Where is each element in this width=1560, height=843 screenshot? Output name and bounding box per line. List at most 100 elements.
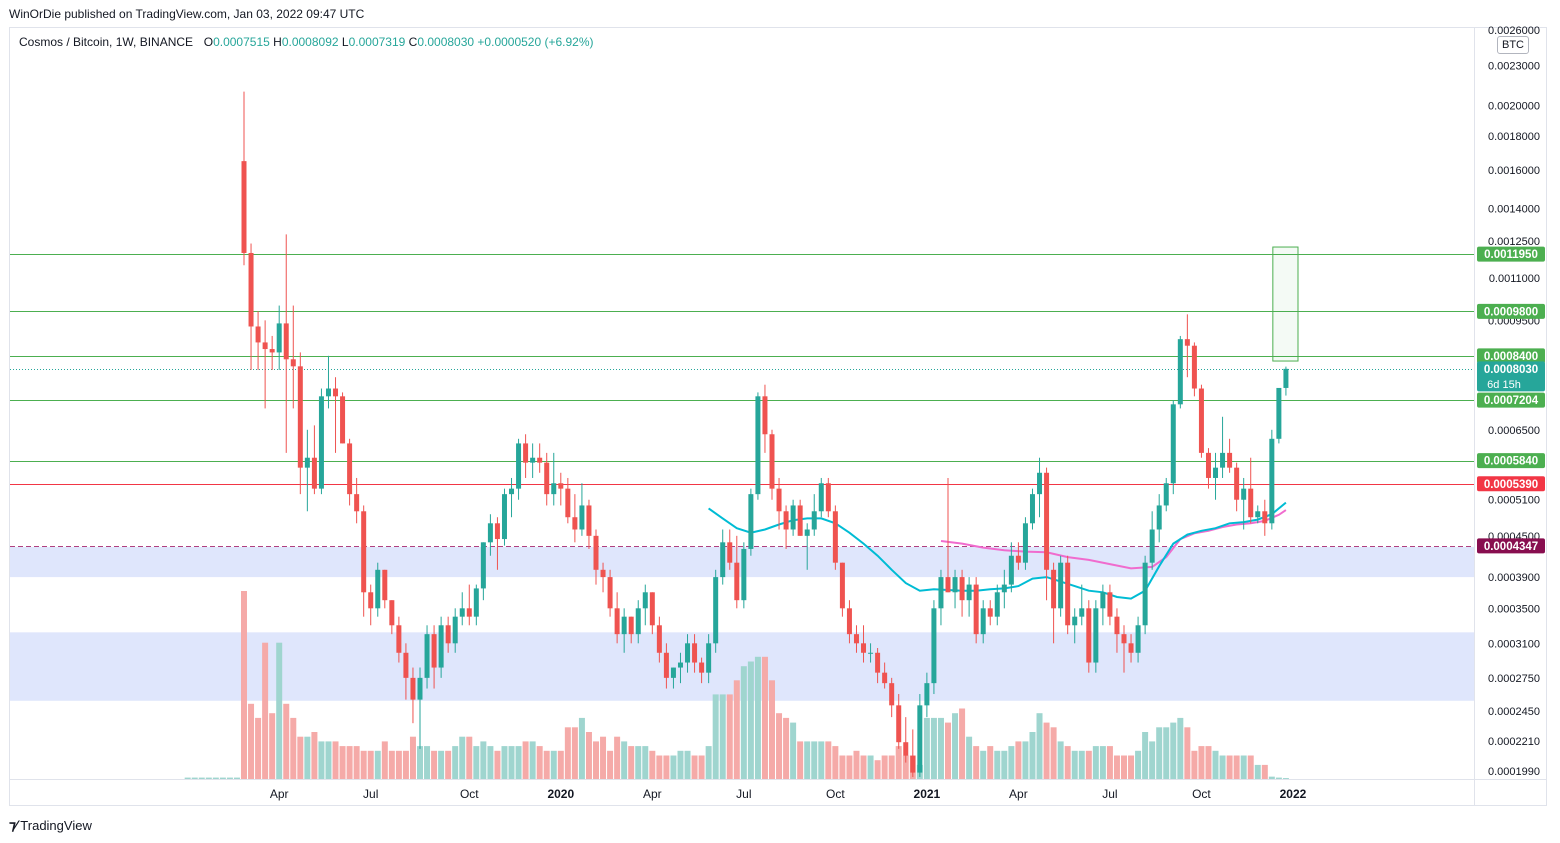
candle bbox=[861, 625, 867, 663]
volume-bar bbox=[339, 746, 346, 779]
time-tick-label: Jul bbox=[1102, 787, 1117, 801]
volume-bar bbox=[740, 666, 747, 779]
candle bbox=[882, 662, 888, 689]
candle bbox=[1255, 505, 1261, 524]
volume-bar bbox=[290, 717, 297, 779]
volume-bar bbox=[438, 750, 445, 779]
candle bbox=[368, 584, 374, 626]
volume-bar bbox=[776, 713, 783, 779]
candle-body bbox=[361, 511, 367, 593]
level-price-label: 0.0004347 bbox=[1484, 541, 1538, 553]
candle-body bbox=[459, 608, 465, 617]
candle bbox=[1100, 584, 1106, 626]
candle-body bbox=[769, 434, 775, 489]
candle-body bbox=[1234, 467, 1240, 500]
candle bbox=[1058, 555, 1064, 617]
candle bbox=[403, 643, 409, 700]
volume-bar bbox=[1282, 778, 1289, 779]
candle-body bbox=[1121, 634, 1127, 644]
volume-bar bbox=[860, 755, 867, 779]
candle bbox=[572, 494, 578, 543]
candle bbox=[973, 577, 979, 644]
candle bbox=[1093, 600, 1099, 673]
candle bbox=[1114, 608, 1120, 653]
candle-body bbox=[276, 323, 282, 353]
volume-bar bbox=[726, 694, 733, 779]
candle-body bbox=[818, 483, 824, 512]
volume-bar bbox=[1113, 755, 1120, 779]
candle bbox=[558, 472, 564, 506]
candle-body bbox=[1065, 562, 1071, 626]
candle bbox=[537, 443, 543, 473]
volume-bar bbox=[642, 746, 649, 779]
currency-unit-button[interactable]: BTC bbox=[1497, 36, 1529, 54]
volume-bar bbox=[212, 777, 219, 779]
volume-bar bbox=[431, 750, 438, 779]
candle bbox=[382, 569, 388, 609]
candle bbox=[818, 477, 824, 518]
candle bbox=[466, 584, 472, 626]
volume-bar bbox=[656, 755, 663, 779]
volume-bar bbox=[867, 755, 874, 779]
candle bbox=[656, 616, 662, 663]
candle bbox=[1283, 366, 1289, 396]
candle bbox=[509, 477, 515, 518]
candle bbox=[1241, 477, 1247, 530]
candle bbox=[1248, 457, 1254, 524]
volume-bar bbox=[994, 750, 1001, 779]
footer-brand[interactable]: ⁊⁄ TradingView bbox=[9, 817, 92, 834]
candle bbox=[642, 584, 648, 626]
candle bbox=[1128, 634, 1134, 663]
candle bbox=[1177, 335, 1183, 409]
candle-body bbox=[1198, 388, 1204, 453]
candle-body bbox=[839, 562, 845, 609]
volume-bar bbox=[783, 717, 790, 779]
candle bbox=[607, 569, 613, 617]
volume-bar bbox=[557, 750, 564, 779]
candle bbox=[699, 657, 705, 684]
candle bbox=[952, 569, 958, 609]
volume-bar bbox=[1261, 764, 1268, 779]
candle bbox=[811, 494, 817, 536]
price-tick-label: 0.0016000 bbox=[1488, 165, 1540, 177]
candle-body bbox=[1015, 555, 1021, 563]
price-tick-label: 0.0014000 bbox=[1488, 204, 1540, 216]
volume-bar bbox=[297, 736, 304, 779]
candle-body bbox=[396, 625, 402, 653]
candle bbox=[783, 505, 789, 549]
volume-bar bbox=[219, 777, 226, 779]
candle-body bbox=[706, 643, 712, 673]
candle-body bbox=[445, 625, 451, 644]
volume-bar bbox=[501, 746, 508, 779]
level-price-label-bg bbox=[1477, 303, 1545, 319]
volume-bar bbox=[1043, 722, 1050, 779]
volume-bar bbox=[1128, 755, 1135, 779]
volume-bar bbox=[649, 750, 656, 779]
candle bbox=[410, 667, 416, 724]
volume-bar bbox=[705, 746, 712, 779]
volume-bar bbox=[374, 750, 381, 779]
volume-bar bbox=[1226, 755, 1233, 779]
candle-body bbox=[410, 677, 416, 700]
volume-bar bbox=[550, 750, 557, 779]
candle-body bbox=[516, 443, 522, 489]
last-price-label: 0.0008030 bbox=[1484, 364, 1538, 376]
candle-body bbox=[685, 643, 691, 663]
level-price-label: 0.0007204 bbox=[1484, 395, 1539, 407]
price-tick-label: 0.0002210 bbox=[1488, 736, 1540, 748]
candle-body bbox=[318, 396, 324, 489]
candle-body bbox=[649, 592, 655, 626]
candle-body bbox=[333, 388, 339, 397]
time-tick-label: 2021 bbox=[914, 787, 941, 801]
level-price-label-bg bbox=[1477, 348, 1545, 364]
volume-bar bbox=[1050, 727, 1057, 779]
volume-bar bbox=[1198, 746, 1205, 779]
candle-body bbox=[811, 511, 817, 530]
candle-body bbox=[586, 505, 592, 536]
candle bbox=[255, 311, 261, 370]
volume-bar bbox=[1254, 764, 1261, 779]
candle bbox=[1205, 448, 1211, 489]
time-tick-label: 2020 bbox=[547, 787, 574, 801]
volume-bar bbox=[409, 736, 416, 779]
